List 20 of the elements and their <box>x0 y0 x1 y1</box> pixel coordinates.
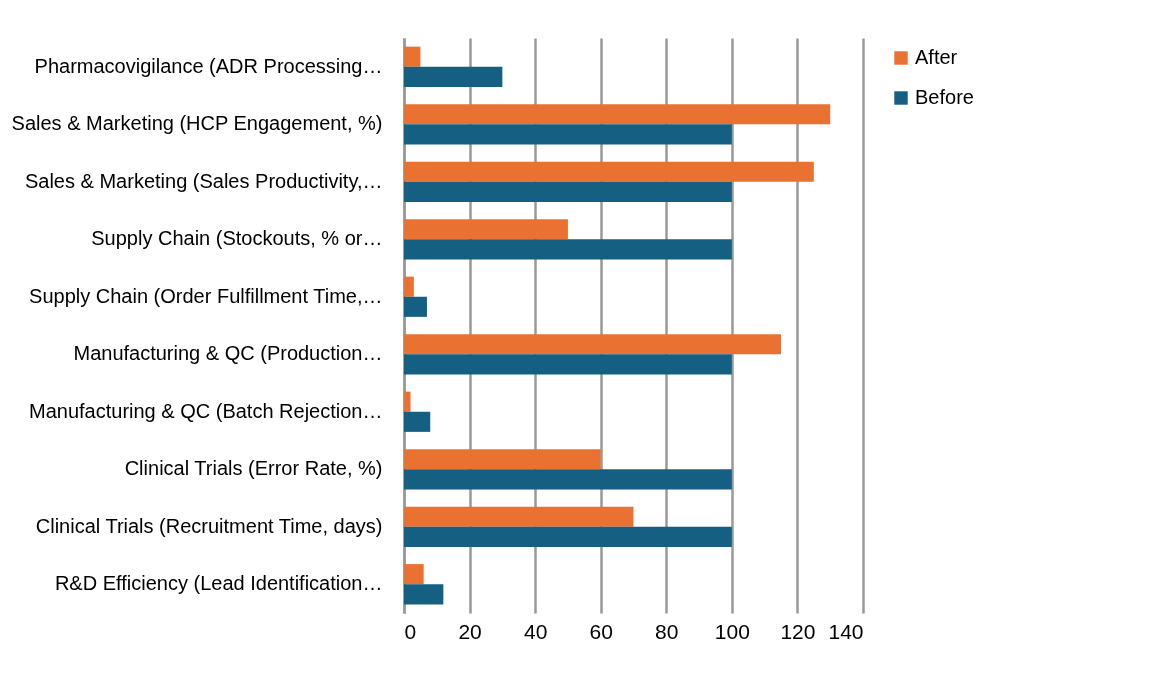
x-tick-label: 120 <box>780 619 816 643</box>
x-tick-label: 0 <box>404 619 417 643</box>
y-tick-label: Sales & Marketing (HCP Engagement, %) <box>11 112 383 135</box>
y-tick-label: Supply Chain (Stockouts, % or… <box>91 227 383 250</box>
y-tick-label: Supply Chain (Order Fulfillment Time,… <box>29 284 383 307</box>
y-tick-label: Sales & Marketing (Sales Productivity,… <box>24 169 383 192</box>
x-tick-label: 40 <box>523 619 548 643</box>
y-tick-label: Clinical Trials (Recruitment Time, days) <box>35 514 383 537</box>
x-tick-label: 80 <box>655 619 679 643</box>
x-tick-label: 100 <box>714 619 750 643</box>
legend-label: Before <box>915 86 974 108</box>
x-tick-label: 140 <box>828 619 864 643</box>
y-tick-label: Pharmacovigilance (ADR Processing… <box>34 54 383 77</box>
y-tick-label: Manufacturing & QC (Production… <box>73 342 383 365</box>
y-tick-label: Manufacturing & QC (Batch Rejection… <box>29 399 383 422</box>
x-tick-label: 60 <box>589 619 613 643</box>
y-tick-label: R&D Efficiency (Lead Identification… <box>54 572 383 595</box>
y-tick-label: Clinical Trials (Error Rate, %) <box>124 457 383 480</box>
x-tick-label: 20 <box>458 619 482 643</box>
legend-label: After <box>915 46 958 68</box>
